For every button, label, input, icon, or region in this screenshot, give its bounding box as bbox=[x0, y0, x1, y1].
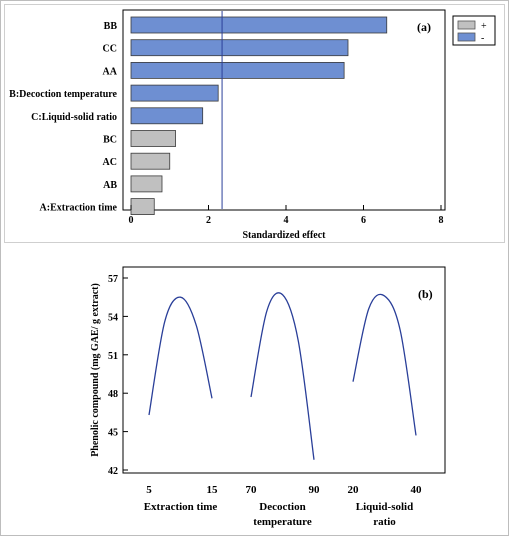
x-tick-label-4: 8 bbox=[439, 215, 444, 226]
bar-7 bbox=[130, 175, 163, 193]
x-tick-label-0-0: 5 bbox=[146, 484, 152, 496]
y-axis-label: Phenolic compound (mg GAE/ g extract) bbox=[90, 283, 101, 457]
effect-curve-2 bbox=[352, 293, 417, 436]
legend-swatch-positive bbox=[457, 20, 476, 30]
factor-label-1-1: temperature bbox=[253, 516, 312, 528]
x-axis-label: Standardized effect bbox=[242, 230, 326, 241]
x-tick-label-2-1: 40 bbox=[411, 484, 423, 496]
category-label-2: AA bbox=[103, 66, 118, 77]
factor-label-2-0: Liquid-solid bbox=[356, 501, 413, 513]
factor-label-1-0: Decoction bbox=[259, 501, 305, 513]
bar-2 bbox=[130, 62, 345, 79]
panel-a-pareto-chart: BB CC AA B:Decoction temperature C:Liquid-so… bbox=[9, 9, 496, 241]
panel-b-main-effects-chart: (b) Phenolic compound (mg GAE/ g extract… bbox=[90, 266, 446, 528]
legend-label-positive: + bbox=[481, 21, 487, 32]
y-tick-label-4: 54 bbox=[108, 312, 118, 323]
bar-0 bbox=[130, 16, 388, 34]
bar-3 bbox=[130, 84, 219, 102]
x-tick-label-1-0: 70 bbox=[246, 484, 258, 496]
category-label-8: A:Extraction time bbox=[40, 203, 118, 214]
y-tick-label-3: 51 bbox=[108, 351, 118, 362]
category-label-3: B:Decoction temperature bbox=[9, 89, 117, 100]
panel-b-label: (b) bbox=[418, 287, 433, 301]
x-tick-label-2-0: 20 bbox=[348, 484, 360, 496]
y-tick-label-5: 57 bbox=[108, 274, 118, 285]
x-tick-label-3: 6 bbox=[361, 215, 366, 226]
x-tick-label-0: 0 bbox=[129, 215, 134, 226]
category-label-0: BB bbox=[104, 21, 118, 32]
y-tick-label-2: 48 bbox=[108, 389, 118, 400]
panel-a-border bbox=[4, 4, 505, 243]
x-tick-label-1: 2 bbox=[206, 215, 211, 226]
bar-6 bbox=[130, 152, 171, 170]
bar-8 bbox=[130, 198, 155, 216]
x-tick-label-1-1: 90 bbox=[309, 484, 321, 496]
factor-label-2-1: ratio bbox=[373, 516, 396, 528]
category-label-4: C:Liquid-solid ratio bbox=[31, 112, 117, 123]
x-tick-label-2: 4 bbox=[284, 215, 289, 226]
y-tick-label-0: 42 bbox=[108, 466, 118, 477]
category-label-7: AB bbox=[103, 180, 117, 191]
effect-curve-1 bbox=[250, 292, 315, 460]
category-label-6: AC bbox=[103, 157, 117, 168]
category-label-5: BC bbox=[103, 135, 117, 146]
panel-a-label: (a) bbox=[417, 20, 431, 34]
legend: + - bbox=[452, 15, 496, 46]
category-label-1: CC bbox=[103, 44, 117, 55]
legend-swatch-negative bbox=[457, 32, 476, 42]
y-tick-label-1: 45 bbox=[108, 428, 118, 439]
bar-1 bbox=[130, 39, 349, 57]
effect-curve-0 bbox=[148, 296, 213, 416]
factor-label-0-0: Extraction time bbox=[144, 501, 218, 513]
bar-4 bbox=[130, 107, 204, 125]
x-tick-label-0-1: 15 bbox=[207, 484, 219, 496]
legend-label-negative: - bbox=[481, 33, 484, 44]
bar-5 bbox=[130, 130, 176, 147]
panel-b-plot-area bbox=[122, 266, 446, 474]
